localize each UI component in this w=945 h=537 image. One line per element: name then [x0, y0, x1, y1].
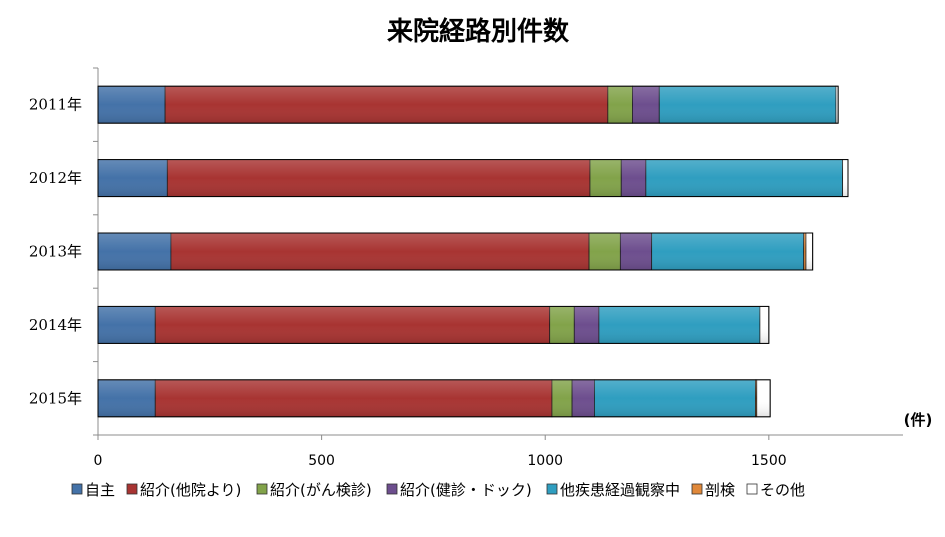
bar-segment [619, 232, 653, 271]
bar-stack [97, 159, 849, 198]
x-tick-label: 0 [94, 453, 103, 469]
bar-segment [759, 305, 770, 344]
chart-title: 来院経路別件数 [387, 16, 570, 47]
x-tick-label: 500 [308, 453, 335, 469]
legend-label: 剖検 [705, 481, 735, 499]
bar-segment [551, 379, 573, 418]
category-label: 2015年 [29, 389, 82, 407]
bar-outline [97, 159, 849, 198]
legend-swatch [546, 483, 558, 495]
bar-outline [97, 379, 771, 418]
legend-swatch [386, 483, 398, 495]
bar-stack [97, 305, 770, 344]
legend-label: 自主 [85, 481, 115, 499]
category-label: 2012年 [29, 169, 82, 187]
bar-segment [97, 232, 172, 271]
legend-item: 剖検 [691, 481, 735, 499]
legend-item: 紹介(健診・ドック) [386, 481, 532, 499]
bar-segment [166, 159, 591, 198]
bar-segment [607, 85, 633, 124]
legend-label: その他 [760, 481, 805, 499]
legend-item: 紹介(がん検診) [256, 481, 372, 499]
legend-item: 自主 [71, 481, 115, 499]
category-label: 2013年 [29, 243, 82, 261]
bar-segment [589, 159, 622, 198]
legend: 自主 紹介(他院より) 紹介(がん検診) 紹介(健診・ドック) 他疾患経過観察中 剖検 その… [71, 481, 805, 499]
legend-swatch [126, 483, 138, 495]
bar-outline [97, 85, 839, 124]
legend-label: 紹介(他院より) [140, 481, 241, 499]
bar-segment [97, 379, 156, 418]
bar-segment [632, 85, 660, 124]
bar-stack [97, 85, 839, 124]
bar-segment [620, 159, 647, 198]
bar-segment [97, 85, 166, 124]
bar-segment [756, 379, 771, 418]
bar-segment [154, 305, 551, 344]
x-tick-label: 1500 [751, 453, 787, 469]
category-label: 2011年 [29, 96, 82, 114]
bar-segment [573, 305, 600, 344]
category-label: 2014年 [29, 316, 82, 334]
bar-segment [154, 379, 553, 418]
bar-segment [571, 379, 595, 418]
legend-item: 紹介(他院より) [126, 481, 241, 499]
bar-segment [594, 379, 756, 418]
bar-segment [588, 232, 621, 271]
x-tick-label: 1000 [527, 453, 563, 469]
bar-segment [170, 232, 590, 271]
legend-label: 他疾患経過観察中 [560, 481, 680, 499]
bar-segment [651, 232, 805, 271]
bar-stack [97, 232, 814, 271]
bar-segment [658, 85, 837, 124]
bar-segment [645, 159, 844, 198]
bar-segment [164, 85, 609, 124]
bar-segment [97, 159, 168, 198]
legend-item: 他疾患経過観察中 [546, 481, 680, 499]
bar-segment [549, 305, 575, 344]
legend-label: 紹介(健診・ドック) [400, 481, 532, 499]
bar-segment [842, 159, 849, 198]
x-axis-unit-label: (件) [904, 411, 933, 429]
bar-stack [97, 379, 771, 418]
bar-segment [97, 305, 156, 344]
legend-label: 紹介(がん検診) [270, 481, 372, 499]
bar-outline [97, 305, 770, 344]
plot-area: 0 500 1000 1500 (件) 2011年 2012年 2013年 2014年 2015年 [29, 67, 933, 469]
legend-swatch [71, 483, 83, 495]
legend-swatch [691, 483, 703, 495]
bar-segment [805, 232, 814, 271]
legend-swatch [746, 483, 758, 495]
legend-swatch [256, 483, 268, 495]
legend-item: その他 [746, 481, 805, 499]
bar-segment [598, 305, 761, 344]
bar-outline [97, 232, 814, 271]
